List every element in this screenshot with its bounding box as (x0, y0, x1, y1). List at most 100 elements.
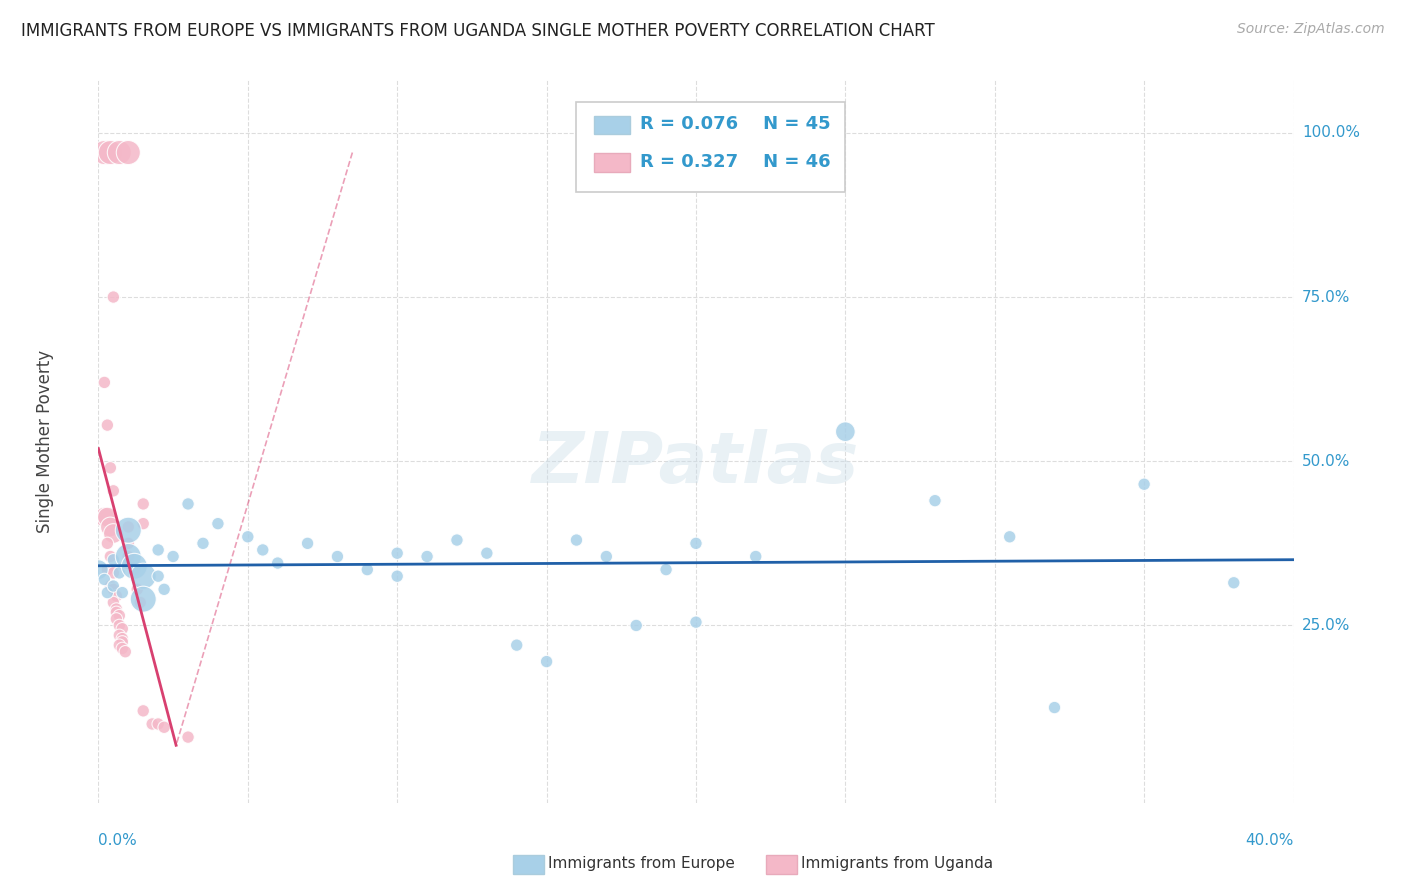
Point (141, 717, 163, 731)
Point (111, 622, 134, 636)
Point (924, 493, 946, 508)
Point (475, 546, 498, 560)
Point (252, 542, 274, 557)
Text: IMMIGRANTS FROM EUROPE VS IMMIGRANTS FROM UGANDA SINGLE MOTHER POVERTY CORRELATI: IMMIGRANTS FROM EUROPE VS IMMIGRANTS FRO… (21, 22, 935, 40)
Point (105, 589, 128, 603)
Text: R = 0.327    N = 46: R = 0.327 N = 46 (640, 153, 831, 171)
Point (129, 595, 152, 609)
Point (98, 520, 122, 534)
Point (111, 585, 134, 599)
Bar (595, 153, 630, 172)
Point (626, 618, 648, 632)
Text: 0.0%: 0.0% (98, 833, 138, 848)
Point (87, 563, 110, 577)
Point (132, 497, 155, 511)
Text: 50.0%: 50.0% (1302, 454, 1350, 468)
Point (114, 645, 136, 659)
Point (103, 595, 125, 609)
Point (148, 717, 170, 731)
Point (108, 608, 131, 623)
Text: Immigrants from Europe: Immigrants from Europe (548, 856, 735, 871)
Point (103, 290, 125, 304)
Point (177, 497, 200, 511)
Point (148, 569, 170, 583)
Point (96, 585, 118, 599)
Text: 75.0%: 75.0% (1302, 290, 1350, 304)
Point (117, 523, 139, 537)
Point (98, 579, 122, 593)
Point (162, 549, 184, 564)
Point (685, 536, 707, 550)
Point (96, 563, 118, 577)
Point (103, 553, 125, 567)
Bar (595, 116, 630, 135)
Point (117, 536, 139, 550)
Point (93, 376, 115, 390)
Point (536, 655, 558, 669)
Point (834, 425, 856, 439)
Text: 40.0%: 40.0% (1246, 833, 1294, 848)
Point (93, 145, 115, 160)
Point (117, 145, 139, 160)
Point (117, 520, 139, 534)
Point (93, 573, 115, 587)
Point (117, 549, 139, 564)
Point (98, 549, 122, 564)
Point (103, 526, 125, 541)
Point (385, 546, 409, 560)
Text: Immigrants from Uganda: Immigrants from Uganda (801, 856, 994, 871)
Point (111, 635, 134, 649)
Point (326, 549, 349, 564)
Point (685, 615, 707, 630)
Point (108, 566, 131, 580)
Point (446, 533, 468, 547)
Point (267, 556, 290, 570)
Point (385, 569, 409, 583)
Point (103, 579, 125, 593)
Point (565, 533, 588, 547)
Point (93, 510, 115, 524)
Point (108, 638, 131, 652)
Point (132, 516, 155, 531)
Point (416, 549, 439, 564)
Text: 25.0%: 25.0% (1302, 618, 1350, 633)
Point (111, 632, 134, 646)
Point (103, 483, 125, 498)
Point (108, 628, 131, 642)
Point (98, 145, 122, 160)
Point (191, 536, 214, 550)
Point (153, 720, 176, 734)
Point (998, 530, 1021, 544)
Point (96, 418, 118, 433)
Text: ZIPatlas: ZIPatlas (533, 429, 859, 498)
Point (127, 582, 149, 597)
Point (207, 516, 229, 531)
Text: Single Mother Poverty: Single Mother Poverty (35, 350, 53, 533)
Point (96, 536, 118, 550)
Point (506, 638, 529, 652)
Point (105, 602, 128, 616)
Text: 100.0%: 100.0% (1302, 126, 1360, 140)
Point (103, 566, 125, 580)
Point (105, 612, 128, 626)
Point (96, 510, 118, 524)
Point (111, 641, 134, 656)
Point (132, 569, 155, 583)
Point (124, 563, 146, 577)
Point (236, 530, 259, 544)
Point (132, 704, 155, 718)
Point (132, 592, 155, 607)
Point (655, 563, 678, 577)
Text: Source: ZipAtlas.com: Source: ZipAtlas.com (1237, 22, 1385, 37)
Point (1223, 575, 1246, 590)
Text: R = 0.076    N = 45: R = 0.076 N = 45 (640, 115, 831, 133)
Point (595, 549, 617, 564)
Point (98, 460, 122, 475)
Point (148, 542, 170, 557)
Point (108, 618, 131, 632)
Point (177, 730, 200, 744)
Point (105, 605, 128, 619)
Point (1133, 477, 1156, 491)
Point (117, 549, 139, 564)
Point (297, 536, 319, 550)
